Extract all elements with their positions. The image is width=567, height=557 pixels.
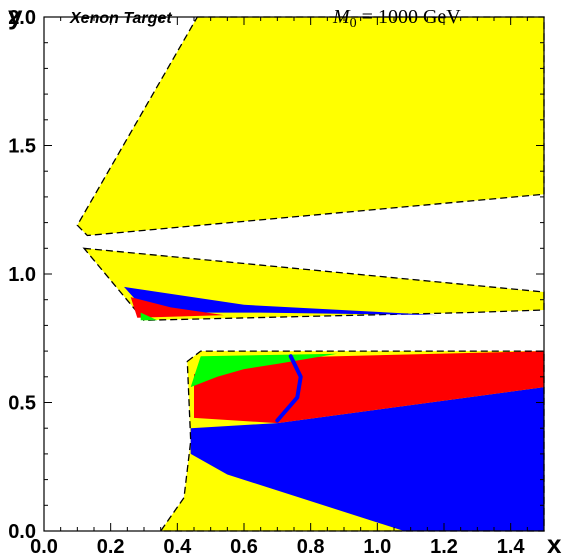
x-tick-label: 0.0 bbox=[30, 536, 58, 557]
x-axis-label: x bbox=[547, 529, 562, 557]
y-tick-label: 2.0 bbox=[8, 7, 36, 29]
x-tick-label: 1.4 bbox=[497, 536, 526, 557]
axis-ticks bbox=[43, 16, 545, 532]
y-tick-label: 0.0 bbox=[8, 521, 36, 543]
x-tick-label: 1.2 bbox=[430, 536, 458, 557]
x-tick-label: 0.6 bbox=[230, 536, 258, 557]
y-tick-label: 0.5 bbox=[8, 393, 36, 415]
title-left: Xenon Target bbox=[69, 10, 172, 27]
tick-labels: 0.0 0.2 0.4 0.6 0.8 1.0 1.2 1.4 0.0 0.5 1.0 1.5 2.0 bbox=[8, 7, 525, 557]
x-tick-label: 0.8 bbox=[297, 536, 325, 557]
y-axis-label: y bbox=[8, 0, 23, 30]
y-tick-label: 1.0 bbox=[8, 264, 36, 286]
title-right: M0 = 1000 GeV bbox=[332, 6, 461, 31]
region-red-7 bbox=[194, 351, 544, 424]
region-blue-2 bbox=[124, 286, 438, 316]
plot-regions bbox=[76, 16, 545, 532]
y-tick-label: 1.5 bbox=[8, 136, 36, 158]
region-blue-9 bbox=[275, 354, 303, 423]
x-tick-label: 1.0 bbox=[363, 536, 391, 557]
region-yellow-0 bbox=[76, 16, 545, 237]
x-tick-label: 0.4 bbox=[163, 536, 192, 557]
region-green-8 bbox=[190, 353, 338, 388]
x-tick-label: 0.2 bbox=[97, 536, 125, 557]
region-red-3 bbox=[130, 297, 224, 318]
region-green-4 bbox=[140, 312, 158, 321]
region-blue-6 bbox=[190, 387, 544, 531]
